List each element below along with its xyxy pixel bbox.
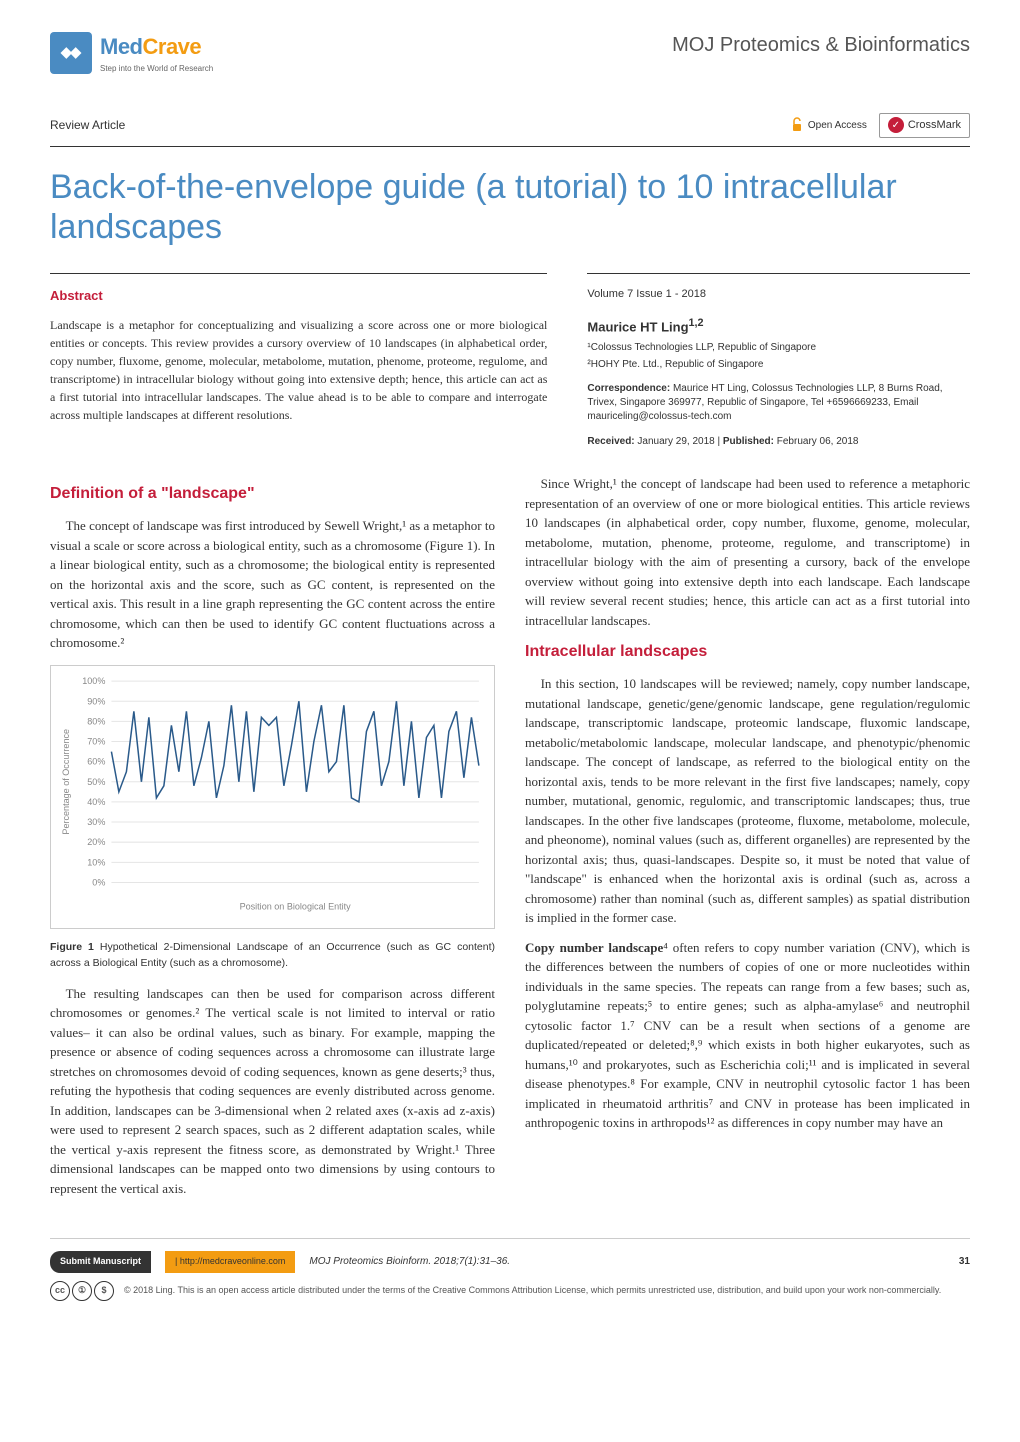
svg-text:50%: 50%	[87, 777, 105, 787]
svg-text:90%: 90%	[87, 696, 105, 706]
affiliation-2: ²HOHY Pte. Ltd., Republic of Singapore	[587, 357, 970, 372]
logo-icon	[50, 32, 92, 74]
cc-license-badge: cc ① $	[50, 1281, 114, 1301]
figure-1-caption: Figure 1 Hypothetical 2-Dimensional Land…	[50, 940, 495, 972]
svg-text:Percentage of Occurrence: Percentage of Occurrence	[61, 729, 71, 835]
svg-text:100%: 100%	[82, 676, 105, 686]
page-number: 31	[959, 1254, 970, 1269]
by-icon: ①	[72, 1281, 92, 1301]
svg-text:0%: 0%	[92, 877, 105, 887]
badges-row: Review Article Open Access ✓ CrossMark	[50, 105, 970, 147]
page-footer: Submit Manuscript | http://medcraveonlin…	[50, 1238, 970, 1273]
logo-wordmark: MedCrave	[100, 30, 213, 63]
article-type: Review Article	[50, 116, 125, 134]
svg-text:10%: 10%	[87, 857, 105, 867]
svg-text:80%: 80%	[87, 716, 105, 726]
body-columns: Definition of a "landscape" The concept …	[50, 474, 970, 1208]
abstract-heading: Abstract	[50, 286, 547, 306]
section-heading-intracellular: Intracellular landscapes	[525, 640, 970, 664]
open-access-badge: Open Access	[790, 116, 867, 134]
svg-text:20%: 20%	[87, 837, 105, 847]
open-access-icon	[790, 116, 804, 134]
crossmark-icon: ✓	[888, 117, 904, 133]
body-paragraph: In this section, 10 landscapes will be r…	[525, 674, 970, 928]
article-title: Back-of-the-envelope guide (a tutorial) …	[50, 167, 970, 249]
submit-manuscript-button[interactable]: Submit Manuscript	[50, 1251, 151, 1273]
svg-text:60%: 60%	[87, 757, 105, 767]
journal-name: MOJ Proteomics & Bioinformatics	[672, 30, 970, 60]
affiliation-1: ¹Colossus Technologies LLP, Republic of …	[587, 340, 970, 355]
logo-tagline: Step into the World of Research	[100, 63, 213, 75]
body-paragraph: Copy number landscape⁴ often refers to c…	[525, 938, 970, 1133]
svg-text:Position on Biological Entity: Position on Biological Entity	[240, 902, 352, 912]
cc-icon: cc	[50, 1281, 70, 1301]
body-column-right: Since Wright,¹ the concept of landscape …	[525, 474, 970, 1208]
svg-text:40%: 40%	[87, 797, 105, 807]
submit-manuscript-link[interactable]: | http://medcraveonline.com	[165, 1251, 295, 1273]
section-heading-definition: Definition of a "landscape"	[50, 482, 495, 506]
crossmark-badge[interactable]: ✓ CrossMark	[879, 113, 970, 138]
svg-text:30%: 30%	[87, 817, 105, 827]
body-paragraph: The concept of landscape was first intro…	[50, 516, 495, 653]
body-column-left: Definition of a "landscape" The concept …	[50, 474, 495, 1208]
body-paragraph: The resulting landscapes can then be use…	[50, 984, 495, 1199]
publisher-logo: MedCrave Step into the World of Research	[50, 30, 213, 75]
license-text: © 2018 Ling. This is an open access arti…	[124, 1284, 941, 1298]
figure-1-chart: 0% 10% 20% 30% 40% 50% 60% 70% 80% 90% 100% Percent…	[50, 665, 495, 929]
svg-text:70%: 70%	[87, 736, 105, 746]
nc-icon: $	[94, 1281, 114, 1301]
correspondence: Correspondence: Maurice HT Ling, Colossu…	[587, 382, 970, 424]
abstract-text: Landscape is a metaphor for conceptualiz…	[50, 316, 547, 424]
citation: MOJ Proteomics Bioinform. 2018;7(1):31‒3…	[309, 1254, 944, 1269]
page-header: MedCrave Step into the World of Research…	[50, 30, 970, 75]
meta-block: Abstract Landscape is a metaphor for con…	[50, 273, 970, 449]
author-name: Maurice HT Ling1,2	[587, 315, 970, 337]
license-row: cc ① $ © 2018 Ling. This is an open acce…	[50, 1281, 970, 1301]
publication-dates: Received: January 29, 2018 | Published: …	[587, 434, 970, 449]
volume-issue: Volume 7 Issue 1 - 2018	[587, 286, 970, 303]
figure-1: 0% 10% 20% 30% 40% 50% 60% 70% 80% 90% 100% Percent…	[50, 665, 495, 972]
body-paragraph: Since Wright,¹ the concept of landscape …	[525, 474, 970, 630]
